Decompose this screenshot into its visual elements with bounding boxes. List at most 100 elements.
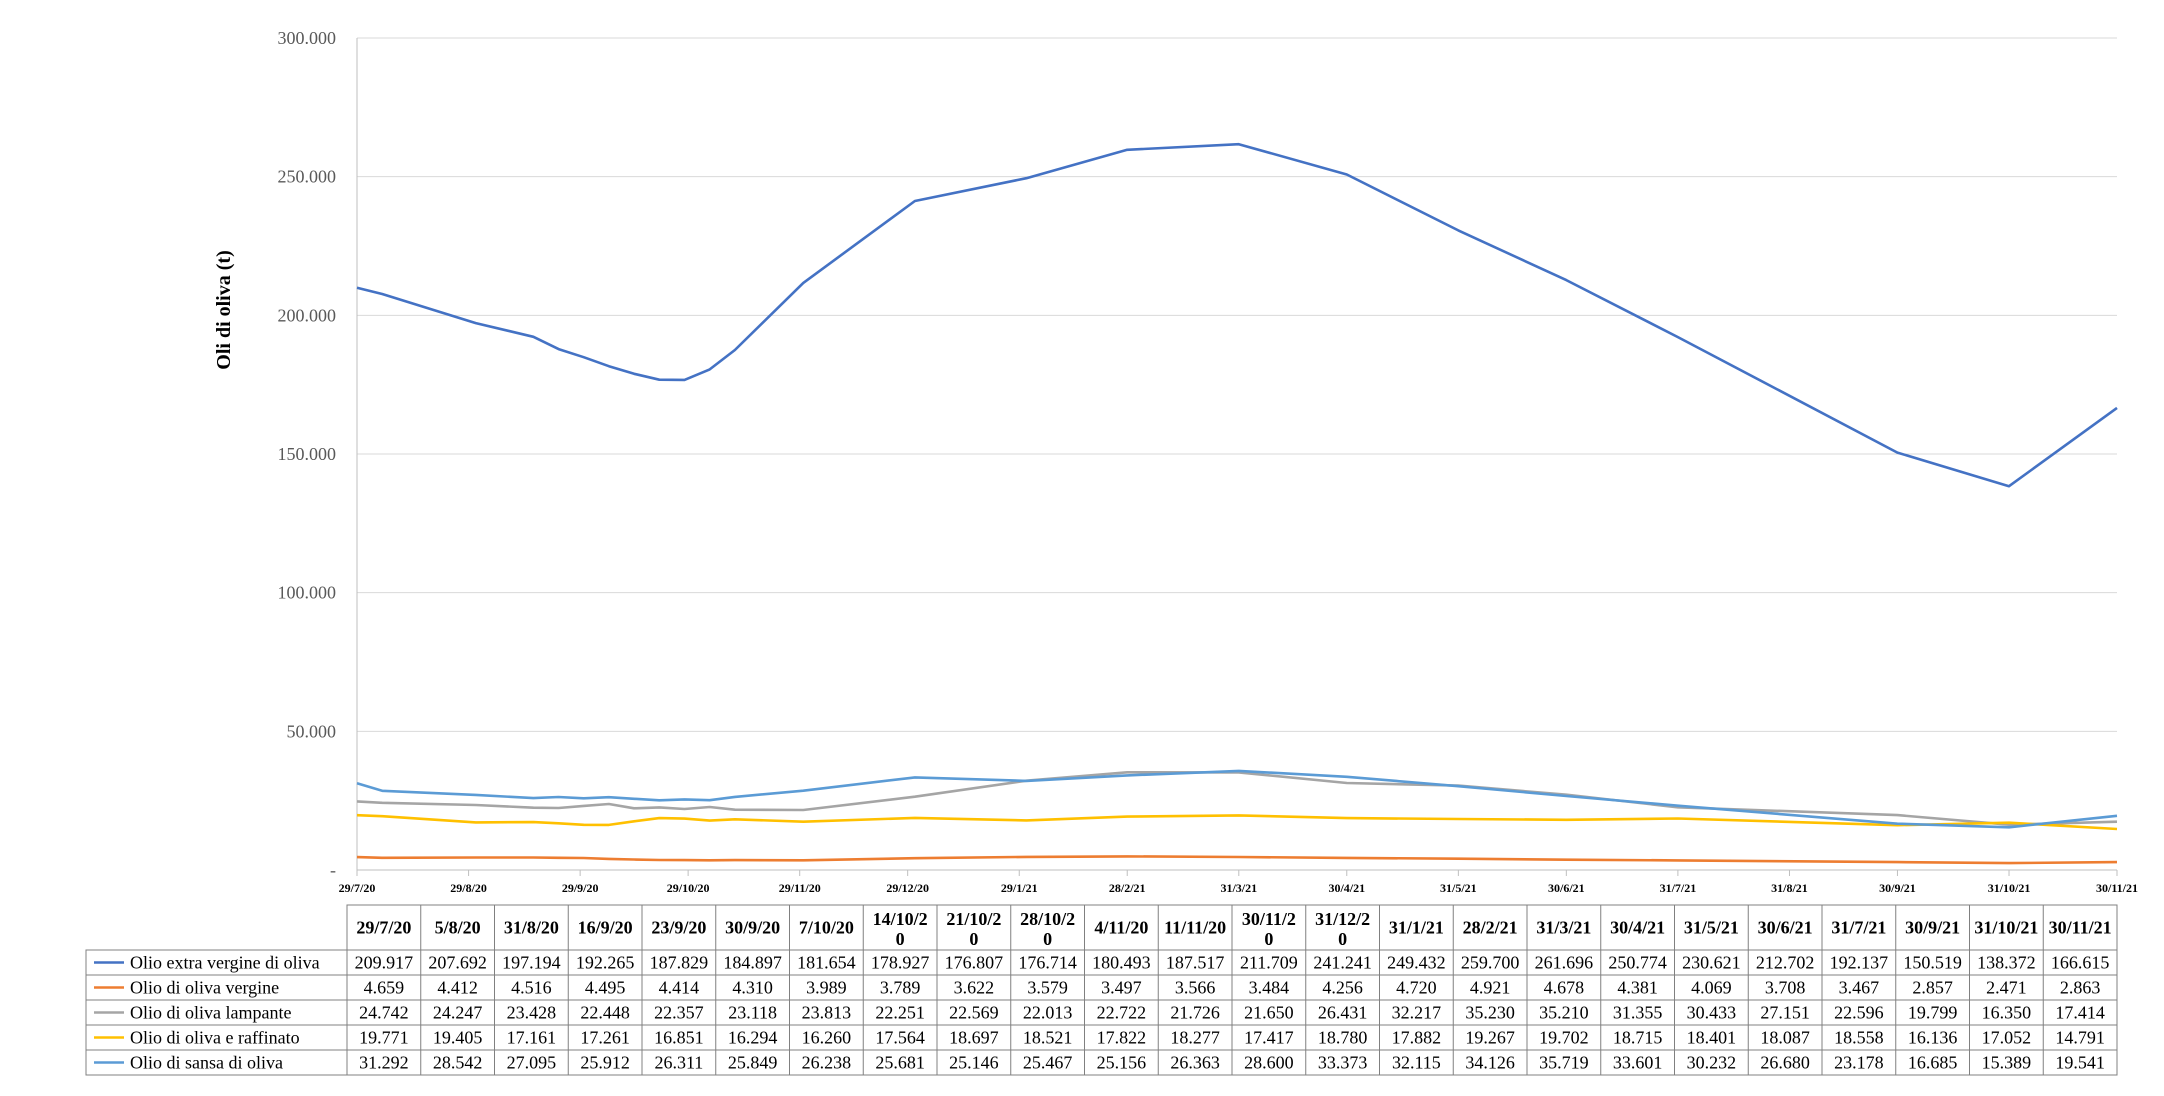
y-tick-label: 50.000 bbox=[287, 721, 337, 741]
table-header-cell: 30/11/2 0 bbox=[1242, 909, 1296, 949]
table-header-cell: 31/1/21 bbox=[1389, 918, 1444, 938]
data-label: 18.558 bbox=[1834, 1028, 1884, 1048]
y-tick-label: 200.000 bbox=[278, 305, 337, 325]
data-label: 17.882 bbox=[1392, 1028, 1442, 1048]
data-label: 18.277 bbox=[1170, 1028, 1220, 1048]
data-label: 28.542 bbox=[433, 1053, 483, 1073]
legend-label: Olio di sansa di oliva bbox=[130, 1053, 283, 1073]
grid-lines bbox=[357, 37, 2117, 732]
data-label: 4.659 bbox=[364, 978, 405, 998]
data-label: 18.715 bbox=[1613, 1028, 1663, 1048]
data-label: 35.230 bbox=[1465, 1003, 1515, 1023]
axes: - 50.000 100.000 150.000 200.000 250.000 300.0… bbox=[278, 28, 2139, 895]
data-label: 176.807 bbox=[945, 953, 1004, 973]
data-label: 14.791 bbox=[2055, 1028, 2105, 1048]
x-tick-label: 29/8/20 bbox=[450, 881, 487, 895]
data-label: 4.310 bbox=[732, 978, 773, 998]
data-label: 35.210 bbox=[1539, 1003, 1589, 1023]
table-header-cell: 4/11/20 bbox=[1094, 918, 1148, 938]
data-label: 259.700 bbox=[1461, 953, 1520, 973]
data-label: 138.372 bbox=[1977, 953, 2036, 973]
table-header-cell: 28/2/21 bbox=[1463, 918, 1518, 938]
x-tick-label: 29/9/20 bbox=[562, 881, 599, 895]
data-label: 31.292 bbox=[359, 1053, 409, 1073]
data-label: 24.742 bbox=[359, 1003, 409, 1023]
y-tick-label: 150.000 bbox=[278, 444, 337, 464]
y-tick-label: 100.000 bbox=[278, 583, 337, 603]
x-tick-label: 31/5/21 bbox=[1440, 881, 1477, 895]
x-tick-label: 30/4/21 bbox=[1328, 881, 1365, 895]
data-label: 25.681 bbox=[875, 1053, 925, 1073]
data-label: 25.467 bbox=[1023, 1053, 1073, 1073]
data-label: 176.714 bbox=[1018, 953, 1077, 973]
data-label: 3.708 bbox=[1765, 978, 1806, 998]
data-label: 4.678 bbox=[1544, 978, 1585, 998]
x-tick-label: 31/10/21 bbox=[1988, 881, 2031, 895]
data-label: 26.238 bbox=[802, 1053, 852, 1073]
data-label: 4.720 bbox=[1396, 978, 1437, 998]
series-line-1 bbox=[356, 142, 2118, 488]
data-label: 25.912 bbox=[580, 1053, 630, 1073]
data-label: 197.194 bbox=[502, 953, 561, 973]
x-tick-label: 31/8/21 bbox=[1771, 881, 1808, 895]
data-label: 26.431 bbox=[1318, 1003, 1368, 1023]
data-label: 19.541 bbox=[2055, 1053, 2105, 1073]
data-label: 22.596 bbox=[1834, 1003, 1884, 1023]
data-label: 26.363 bbox=[1170, 1053, 1220, 1073]
data-label: 22.013 bbox=[1023, 1003, 1073, 1023]
x-tick-label: 29/1/21 bbox=[1001, 881, 1038, 895]
data-label: 4.495 bbox=[585, 978, 626, 998]
table-header-cell: 29/7/20 bbox=[356, 918, 411, 938]
data-label: 26.311 bbox=[654, 1053, 703, 1073]
data-label: 30.232 bbox=[1687, 1053, 1737, 1073]
data-label: 192.137 bbox=[1830, 953, 1889, 973]
data-label: 17.052 bbox=[1982, 1028, 2032, 1048]
data-label: 4.256 bbox=[1322, 978, 1363, 998]
legend-label: Olio di oliva lampante bbox=[130, 1003, 291, 1023]
data-label: 184.897 bbox=[723, 953, 782, 973]
series-line-4 bbox=[356, 813, 2118, 831]
data-label: 209.917 bbox=[355, 953, 414, 973]
legend-label: Olio di oliva e raffinato bbox=[130, 1028, 300, 1048]
data-label: 187.829 bbox=[650, 953, 709, 973]
series-line-5 bbox=[356, 769, 2118, 829]
data-label: 18.697 bbox=[949, 1028, 999, 1048]
data-label: 22.448 bbox=[580, 1003, 630, 1023]
data-label: 19.702 bbox=[1539, 1028, 1589, 1048]
data-label: 211.709 bbox=[1240, 953, 1298, 973]
data-label: 17.261 bbox=[580, 1028, 630, 1048]
table-header-cell: 7/10/20 bbox=[799, 918, 854, 938]
data-label: 23.428 bbox=[507, 1003, 557, 1023]
data-label: 35.719 bbox=[1539, 1053, 1589, 1073]
data-label: 33.601 bbox=[1613, 1053, 1663, 1073]
data-label: 23.813 bbox=[802, 1003, 852, 1023]
data-label: 4.412 bbox=[437, 978, 478, 998]
x-tick-label: 31/7/21 bbox=[1660, 881, 1697, 895]
data-label: 32.217 bbox=[1392, 1003, 1442, 1023]
x-tick-label: 28/2/21 bbox=[1109, 881, 1146, 895]
x-tick-label: 29/10/20 bbox=[667, 881, 710, 895]
table-header-cell: 23/9/20 bbox=[651, 918, 706, 938]
data-label: 19.799 bbox=[1908, 1003, 1958, 1023]
data-label: 22.251 bbox=[875, 1003, 925, 1023]
data-label: 4.516 bbox=[511, 978, 552, 998]
data-label: 16.685 bbox=[1908, 1053, 1958, 1073]
data-label: 25.146 bbox=[949, 1053, 999, 1073]
data-label: 19.405 bbox=[433, 1028, 483, 1048]
data-label: 34.126 bbox=[1465, 1053, 1515, 1073]
data-label: 3.989 bbox=[806, 978, 847, 998]
data-label: 25.849 bbox=[728, 1053, 778, 1073]
data-label: 166.615 bbox=[2051, 953, 2110, 973]
data-label: 181.654 bbox=[797, 953, 856, 973]
data-label: 3.566 bbox=[1175, 978, 1216, 998]
data-label: 30.433 bbox=[1687, 1003, 1737, 1023]
data-label: 16.260 bbox=[802, 1028, 852, 1048]
data-label: 18.087 bbox=[1760, 1028, 1810, 1048]
data-label: 22.569 bbox=[949, 1003, 999, 1023]
data-label: 21.726 bbox=[1170, 1003, 1220, 1023]
legend-label: Olio extra vergine di oliva bbox=[130, 953, 320, 973]
data-label: 16.350 bbox=[1982, 1003, 2032, 1023]
data-label: 22.357 bbox=[654, 1003, 704, 1023]
x-tick-label: 29/7/20 bbox=[339, 881, 376, 895]
